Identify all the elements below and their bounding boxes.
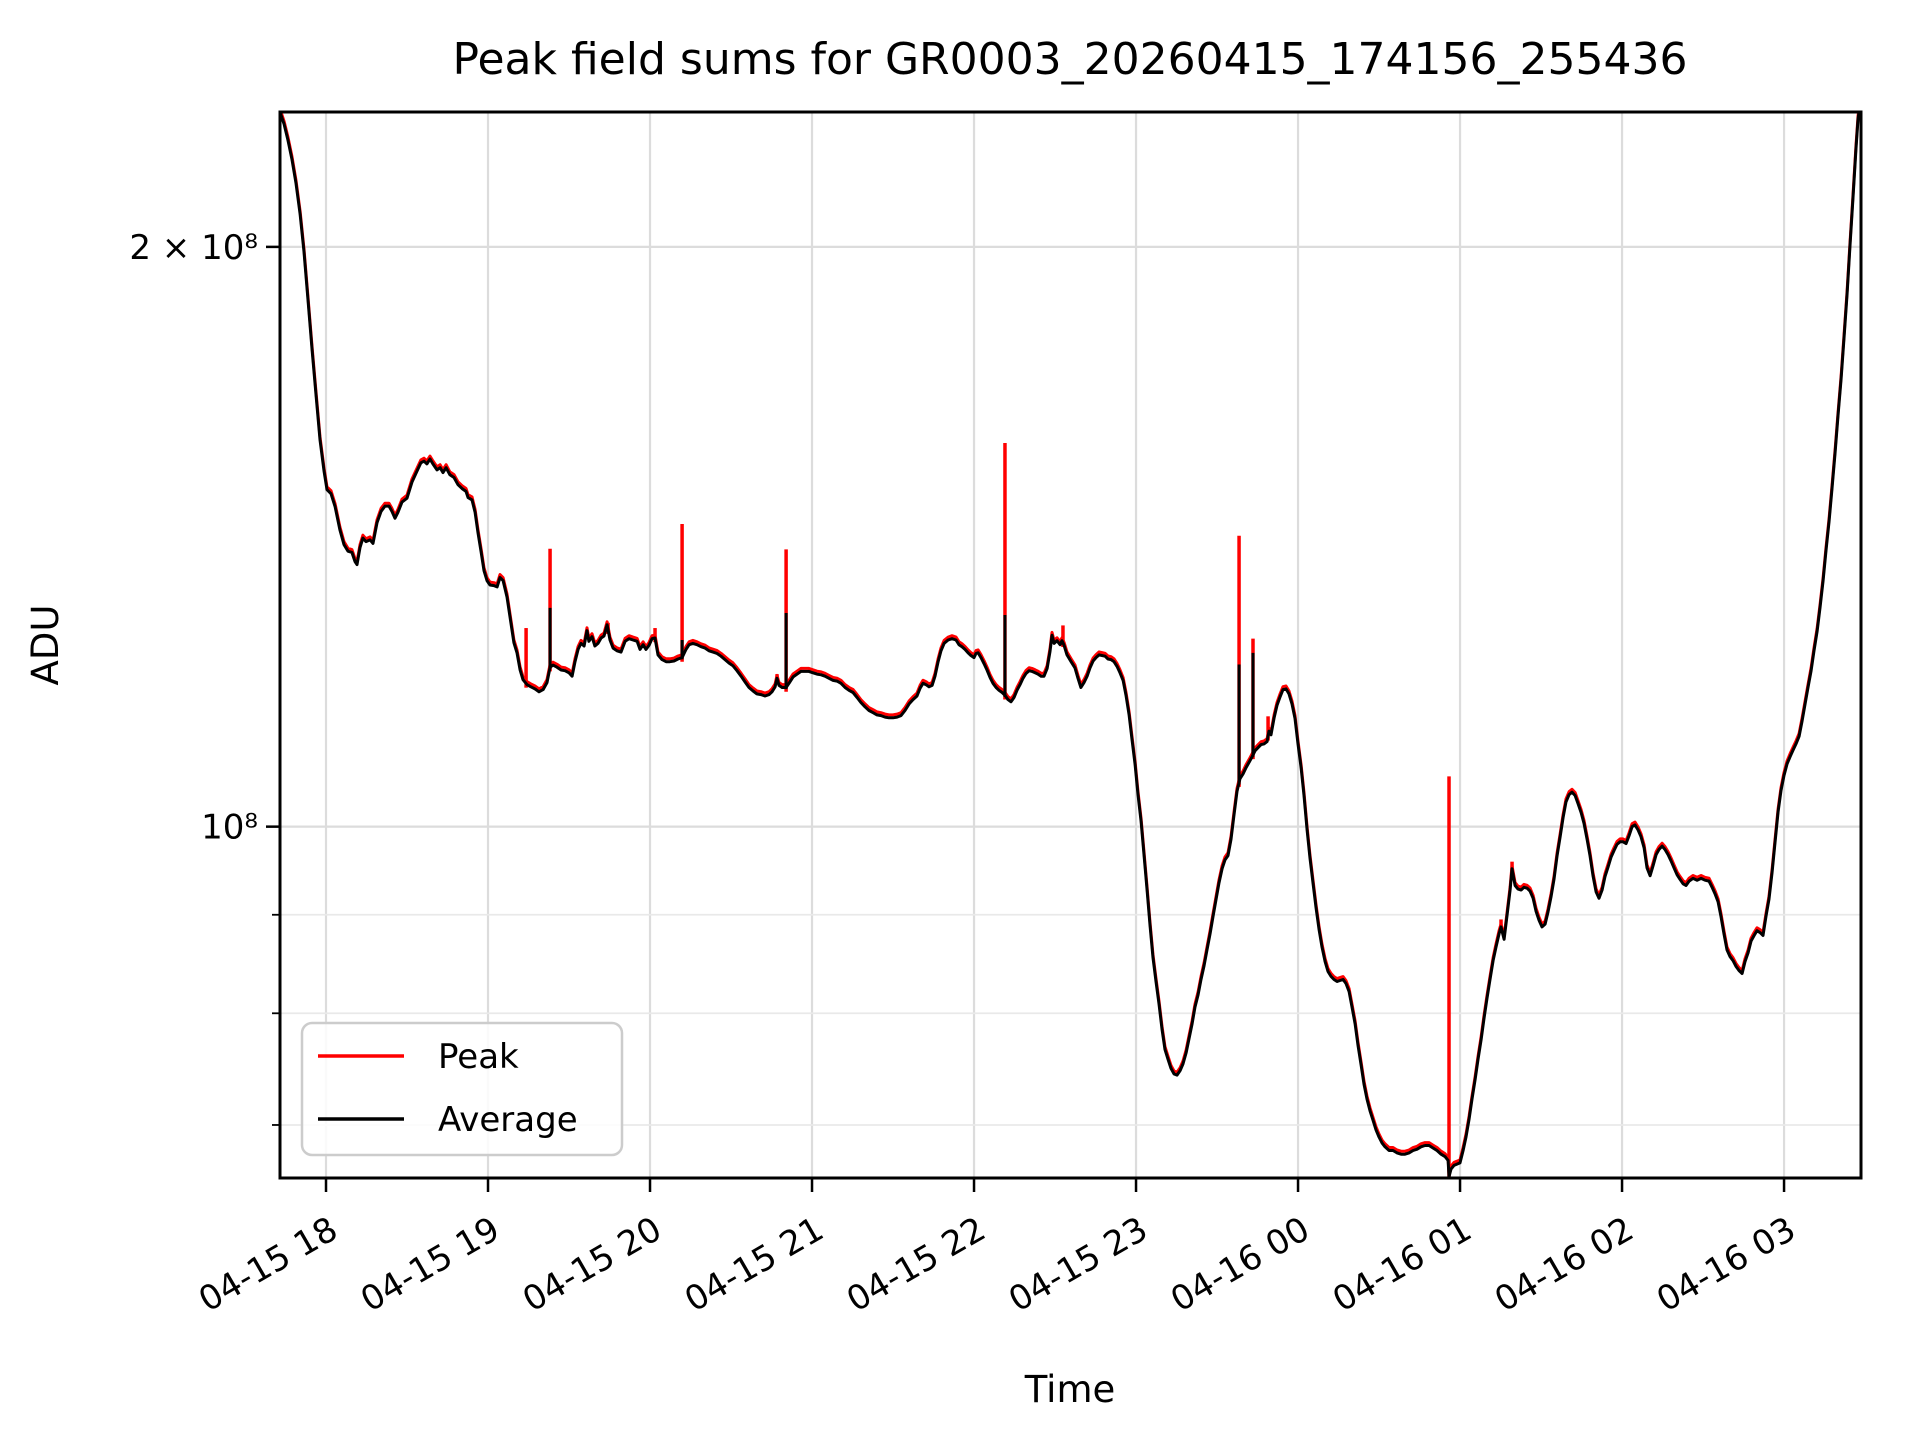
x-tick-label: 04-15 23 (1002, 1209, 1154, 1320)
x-axis-label: Time (1024, 1368, 1116, 1411)
x-tick-label: 04-15 18 (192, 1209, 344, 1320)
series-layer (280, 112, 1861, 1178)
x-tick-label: 04-15 19 (354, 1209, 506, 1320)
legend-label-average: Average (438, 1100, 578, 1140)
x-tick-label: 04-16 02 (1488, 1209, 1640, 1320)
legend-label-peak: Peak (438, 1037, 519, 1077)
average-line (280, 112, 1861, 1178)
x-tick-label: 04-16 00 (1164, 1209, 1316, 1320)
x-tick-label: 04-15 20 (516, 1209, 668, 1320)
x-tick-label: 04-16 03 (1650, 1209, 1802, 1320)
x-tick-label: 04-15 22 (840, 1209, 992, 1320)
y-axis-label: ADU (24, 605, 67, 686)
grid-layer (280, 112, 1861, 1178)
legend: Peak Average (300, 1021, 624, 1157)
x-tick-label: 04-15 21 (678, 1209, 830, 1320)
y-tick-label: 2 × 10⁸ (129, 228, 258, 268)
x-tick-label: 04-16 01 (1326, 1209, 1478, 1320)
plot-border (278, 110, 1863, 1180)
chart-title: Peak field sums for GR0003_20260415_1741… (453, 34, 1688, 85)
y-tick-label: 10⁸ (201, 808, 258, 848)
tick-layer (266, 245, 1786, 1192)
tick-label-layer: 04-15 18 04-15 19 04-15 20 04-15 21 04-15 22… (129, 228, 1802, 1320)
